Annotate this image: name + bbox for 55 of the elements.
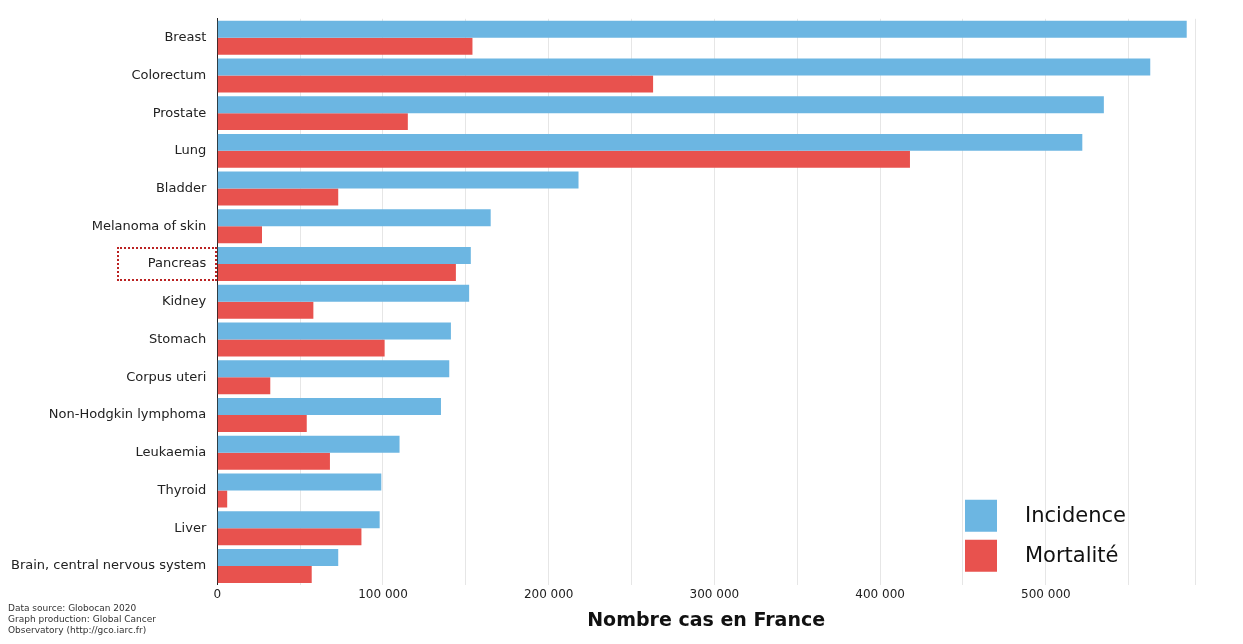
y-tick-label: Non-Hodgkin lymphoma — [48, 406, 207, 422]
source-note: Data source: Globocan 2020 Graph production: Global Cancer Observatory (http://gco.iarc.fr) — [8, 603, 156, 636]
bar — [217, 20, 1187, 38]
bar — [217, 247, 471, 265]
y-tick-label: Lung — [174, 142, 207, 158]
x-tick-label: 500 000 — [1021, 587, 1071, 602]
bar — [217, 37, 473, 55]
legend-label: Incidence — [1025, 503, 1126, 528]
bar — [217, 360, 450, 378]
bar — [217, 264, 456, 282]
bar — [217, 113, 408, 131]
y-tick-label: Breast — [164, 29, 207, 45]
bar — [217, 301, 314, 319]
bar — [217, 284, 470, 302]
y-tick-label: Leukaemia — [135, 444, 207, 460]
bar — [217, 490, 228, 508]
y-tick-label: Liver — [174, 519, 207, 535]
bar — [217, 188, 339, 206]
bar — [217, 548, 339, 566]
bar — [217, 171, 579, 189]
y-tick-label: Stomach — [148, 330, 207, 346]
bar — [217, 511, 380, 529]
bar — [217, 322, 451, 340]
y-tick-label: Colorectum — [131, 66, 207, 82]
y-tick-label: Kidney — [161, 293, 207, 309]
bar — [217, 133, 1083, 151]
bar — [217, 473, 382, 491]
bar — [217, 58, 1151, 76]
bar — [217, 398, 441, 415]
bar — [217, 150, 910, 168]
x-tick-label: 400 000 — [855, 587, 905, 602]
bar — [217, 452, 330, 470]
bar — [217, 565, 312, 583]
y-tick-label: Bladder — [155, 179, 207, 195]
legend-label: Mortalité — [1025, 543, 1119, 568]
bar — [217, 435, 400, 453]
x-tick-label: 0 — [213, 587, 222, 602]
bar — [217, 339, 385, 357]
bar — [217, 75, 654, 93]
bar — [217, 377, 271, 395]
y-tick-label: Corpus uteri — [126, 368, 207, 384]
bar — [217, 96, 1104, 114]
x-tick-label: 100 000 — [358, 587, 408, 602]
x-axis-title: Nombre cas en France — [587, 607, 826, 630]
y-tick-label: Brain, central nervous system — [10, 557, 207, 573]
bar — [217, 415, 307, 432]
x-tick-label: 300 000 — [689, 587, 740, 602]
x-tick-label: 200 000 — [523, 587, 574, 602]
y-tick-label: Melanoma of skin — [91, 217, 207, 233]
y-tick-label: Pancreas — [147, 255, 207, 271]
bar — [217, 226, 262, 244]
bar — [217, 528, 362, 546]
y-tick-label: Thyroid — [156, 481, 207, 497]
y-tick-label: Prostate — [152, 104, 207, 120]
bar — [217, 209, 491, 227]
